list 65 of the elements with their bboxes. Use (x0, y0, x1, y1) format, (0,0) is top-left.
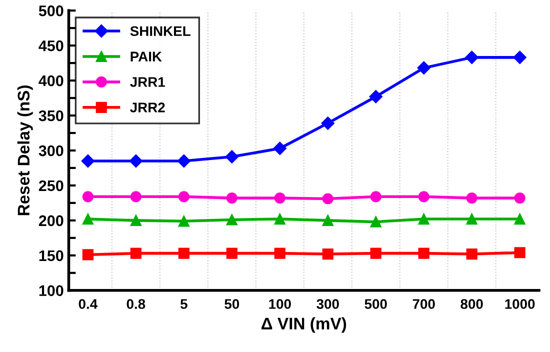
legend-label: JRR1 (130, 77, 165, 87)
point (322, 214, 334, 226)
point (417, 61, 430, 75)
legend-label: SHINKEL (130, 26, 190, 36)
point (418, 248, 430, 259)
point (130, 214, 142, 226)
point (82, 213, 94, 225)
point (130, 248, 142, 259)
point (466, 192, 478, 204)
y-tick-label: 100 (39, 285, 64, 296)
point (322, 248, 334, 260)
point (274, 248, 286, 259)
x-tick-label: 0.8 (126, 299, 146, 309)
point (418, 191, 430, 202)
x-tick-label: 800 (460, 299, 483, 309)
point (178, 191, 190, 202)
legend-label: JRR2 (130, 102, 165, 112)
x-axis-title: Δ VIN (mV) (262, 317, 346, 333)
point (274, 192, 286, 204)
y-tick-label: 200 (38, 215, 64, 226)
point (130, 191, 142, 202)
y-tick-label: 250 (38, 180, 64, 192)
point (225, 150, 238, 164)
point (418, 213, 430, 225)
point (82, 191, 94, 202)
point (466, 213, 478, 225)
x-tick-label: 300 (316, 299, 339, 309)
y-tick-label: 450 (38, 40, 64, 52)
point (370, 248, 382, 259)
legend-label: PAIK (130, 52, 162, 62)
point (514, 192, 526, 204)
point (273, 142, 286, 155)
point (226, 248, 238, 259)
point (178, 216, 190, 227)
x-tick-label: 500 (364, 299, 387, 309)
y-tick-label: 500 (38, 5, 64, 16)
x-tick-label: 50 (224, 299, 240, 309)
point (465, 50, 478, 64)
point (82, 249, 94, 260)
x-tick-label: 0.4 (78, 299, 98, 309)
y-axis-title: Reset Delay (nS) (17, 86, 33, 216)
point (177, 154, 190, 168)
point (178, 248, 190, 259)
x-tick-label: 100 (269, 299, 291, 309)
point (226, 192, 238, 204)
point (369, 90, 382, 104)
x-tick-label: 5 (180, 299, 188, 309)
point (514, 247, 526, 258)
x-tick-label: 1000 (505, 299, 535, 309)
point (513, 50, 526, 64)
point (226, 214, 238, 226)
y-tick-label: 150 (39, 250, 64, 262)
point (466, 248, 478, 260)
point (81, 154, 95, 168)
point (514, 213, 526, 225)
point (129, 154, 143, 168)
point (370, 191, 382, 202)
x-tick-label: 700 (412, 299, 435, 309)
point (321, 116, 334, 130)
point (370, 216, 382, 228)
y-tick-label: 350 (38, 110, 64, 122)
point (322, 193, 334, 204)
point (274, 213, 286, 225)
y-tick-label: 400 (38, 75, 64, 86)
y-tick-label: 300 (38, 145, 64, 156)
